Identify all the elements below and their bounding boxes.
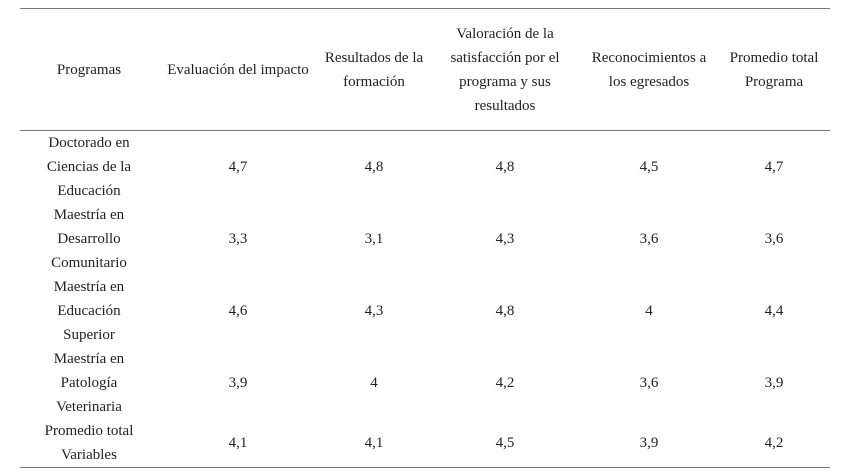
cell: 4,2 (764, 435, 784, 451)
row-label: Doctorado en Ciencias de la Educación (46, 135, 132, 199)
cell: 3,9 (228, 375, 248, 391)
cell: 4,7 (764, 159, 784, 175)
cell: 4 (370, 375, 378, 391)
cell: 3,6 (764, 231, 784, 247)
table: Programas Evaluación del impacto Resultado… (20, 8, 830, 468)
table-body: Doctorado en Ciencias de la Educación 4,7… (20, 131, 830, 468)
cell: 3,6 (639, 375, 659, 391)
cell: 4 (645, 303, 653, 319)
header-cell: Valoración de la satisfacción por el pro… (450, 25, 560, 114)
cell: 4,6 (228, 303, 248, 319)
row-label: Promedio total Variables (44, 423, 134, 463)
cell: 4,3 (495, 231, 515, 247)
cell: 3,1 (364, 231, 384, 247)
cell: 4,8 (495, 303, 515, 319)
cell: 4,3 (364, 303, 384, 319)
cell: 4,1 (228, 435, 248, 451)
cell: 4,5 (639, 159, 659, 175)
cell: 4,8 (495, 159, 515, 175)
cell: 4,1 (364, 435, 384, 451)
table-row: Promedio total Variables 4,1 4,1 4,5 3,9 4,2 (20, 419, 830, 468)
cell: 3,6 (639, 231, 659, 247)
row-label: Maestría en Patología Veterinaria (53, 351, 125, 415)
row-label: Maestría en Desarrollo Comunitario (51, 207, 127, 271)
table-container: Programas Evaluación del impacto Resultado… (20, 8, 830, 468)
table-header: Programas Evaluación del impacto Resultado… (20, 8, 830, 131)
row-label: Maestría en Educación Superior (53, 279, 125, 343)
cell: 3,9 (764, 375, 784, 391)
cell: 4,5 (495, 435, 515, 451)
header-cell: Programas (56, 61, 122, 78)
cell: 3,3 (228, 231, 248, 247)
table-row: Maestría en Patología Veterinaria 3,9 4 4,2… (20, 347, 830, 419)
cell: 4,7 (228, 159, 248, 175)
header-cell: Evaluación del impacto (167, 61, 309, 78)
table-row: Maestría en Desarrollo Comunitario 3,3 3,1… (20, 203, 830, 275)
table-row: Maestría en Educación Superior 4,6 4,3 4,8 4… (20, 275, 830, 347)
cell: 4,4 (764, 303, 784, 319)
table-row: Doctorado en Ciencias de la Educación 4,7… (20, 131, 830, 204)
header-row: Programas Evaluación del impacto Resultado… (20, 8, 830, 131)
header-cell: Reconocimientos a los egresados (591, 49, 707, 90)
header-cell: Promedio total Programa (729, 49, 819, 90)
cell: 4,2 (495, 375, 515, 391)
cell: 3,9 (639, 435, 659, 451)
header-cell: Resultados de la formación (324, 49, 424, 90)
cell: 4,8 (364, 159, 384, 175)
